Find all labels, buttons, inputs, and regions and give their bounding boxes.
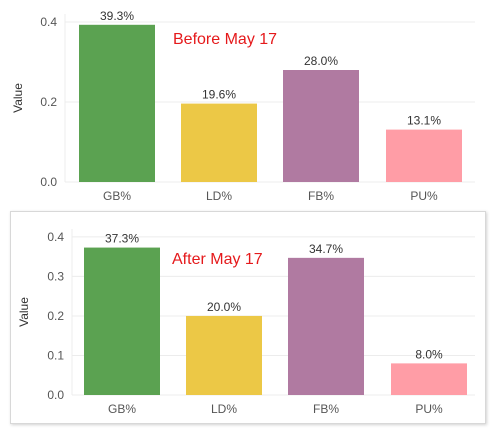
data-label: 19.6%: [202, 88, 236, 102]
y-tick-label: 0.4: [47, 230, 64, 244]
x-tick-label: PU%: [415, 402, 443, 416]
bar-ld: [186, 315, 262, 395]
chart-after-may-17: 0.0 0.1 0.2 0.3 0.4 Value 37.3% GB% 20.0% LD% 34.7…: [0, 211, 492, 428]
data-label: 34.7%: [309, 242, 343, 256]
bar-fb: [283, 70, 359, 182]
data-label: 13.1%: [407, 114, 441, 128]
y-tick-label: 0.4: [40, 15, 57, 29]
bar-gb: [79, 24, 155, 182]
x-tick-label: LD%: [211, 402, 237, 416]
x-tick-label: PU%: [410, 189, 438, 203]
y-tick-label: 0.2: [40, 95, 57, 109]
y-axis-title: Value: [11, 83, 25, 113]
chart-after-svg: 0.0 0.1 0.2 0.3 0.4 Value 37.3% GB% 20.0% LD% 34.7…: [17, 229, 475, 416]
y-tick-label: 0.3: [47, 269, 64, 283]
bar-ld: [181, 103, 257, 182]
y-tick-label: 0.0: [40, 175, 57, 189]
data-label: 8.0%: [415, 347, 443, 361]
y-tick-label: 0.0: [47, 388, 64, 402]
data-label: 20.0%: [207, 300, 241, 314]
y-tick-label: 0.2: [47, 309, 64, 323]
y-axis-title: Value: [17, 297, 31, 327]
bar-fb: [288, 257, 364, 395]
bar-gb: [84, 247, 160, 395]
y-tick-label: 0.1: [47, 348, 64, 362]
x-tick-label: FB%: [308, 189, 334, 203]
data-label: 37.3%: [105, 232, 139, 246]
x-tick-label: GB%: [108, 402, 136, 416]
period-annotation: After May 17: [172, 251, 263, 268]
data-label: 28.0%: [304, 54, 338, 68]
period-annotation: Before May 17: [173, 31, 277, 48]
chart-before-svg: 0.0 0.2 0.4 Value 39.3% GB% 19.6% LD% 28.0% FB% 13…: [11, 9, 475, 203]
bar-pu: [391, 363, 467, 395]
bar-pu: [386, 129, 462, 182]
data-label: 39.3%: [100, 9, 134, 23]
x-tick-label: LD%: [206, 189, 232, 203]
x-tick-label: GB%: [103, 189, 131, 203]
x-tick-label: FB%: [313, 402, 339, 416]
chart-before-may-17: 0.0 0.2 0.4 Value 39.3% GB% 19.6% LD% 28.0% FB% 13…: [0, 0, 492, 205]
